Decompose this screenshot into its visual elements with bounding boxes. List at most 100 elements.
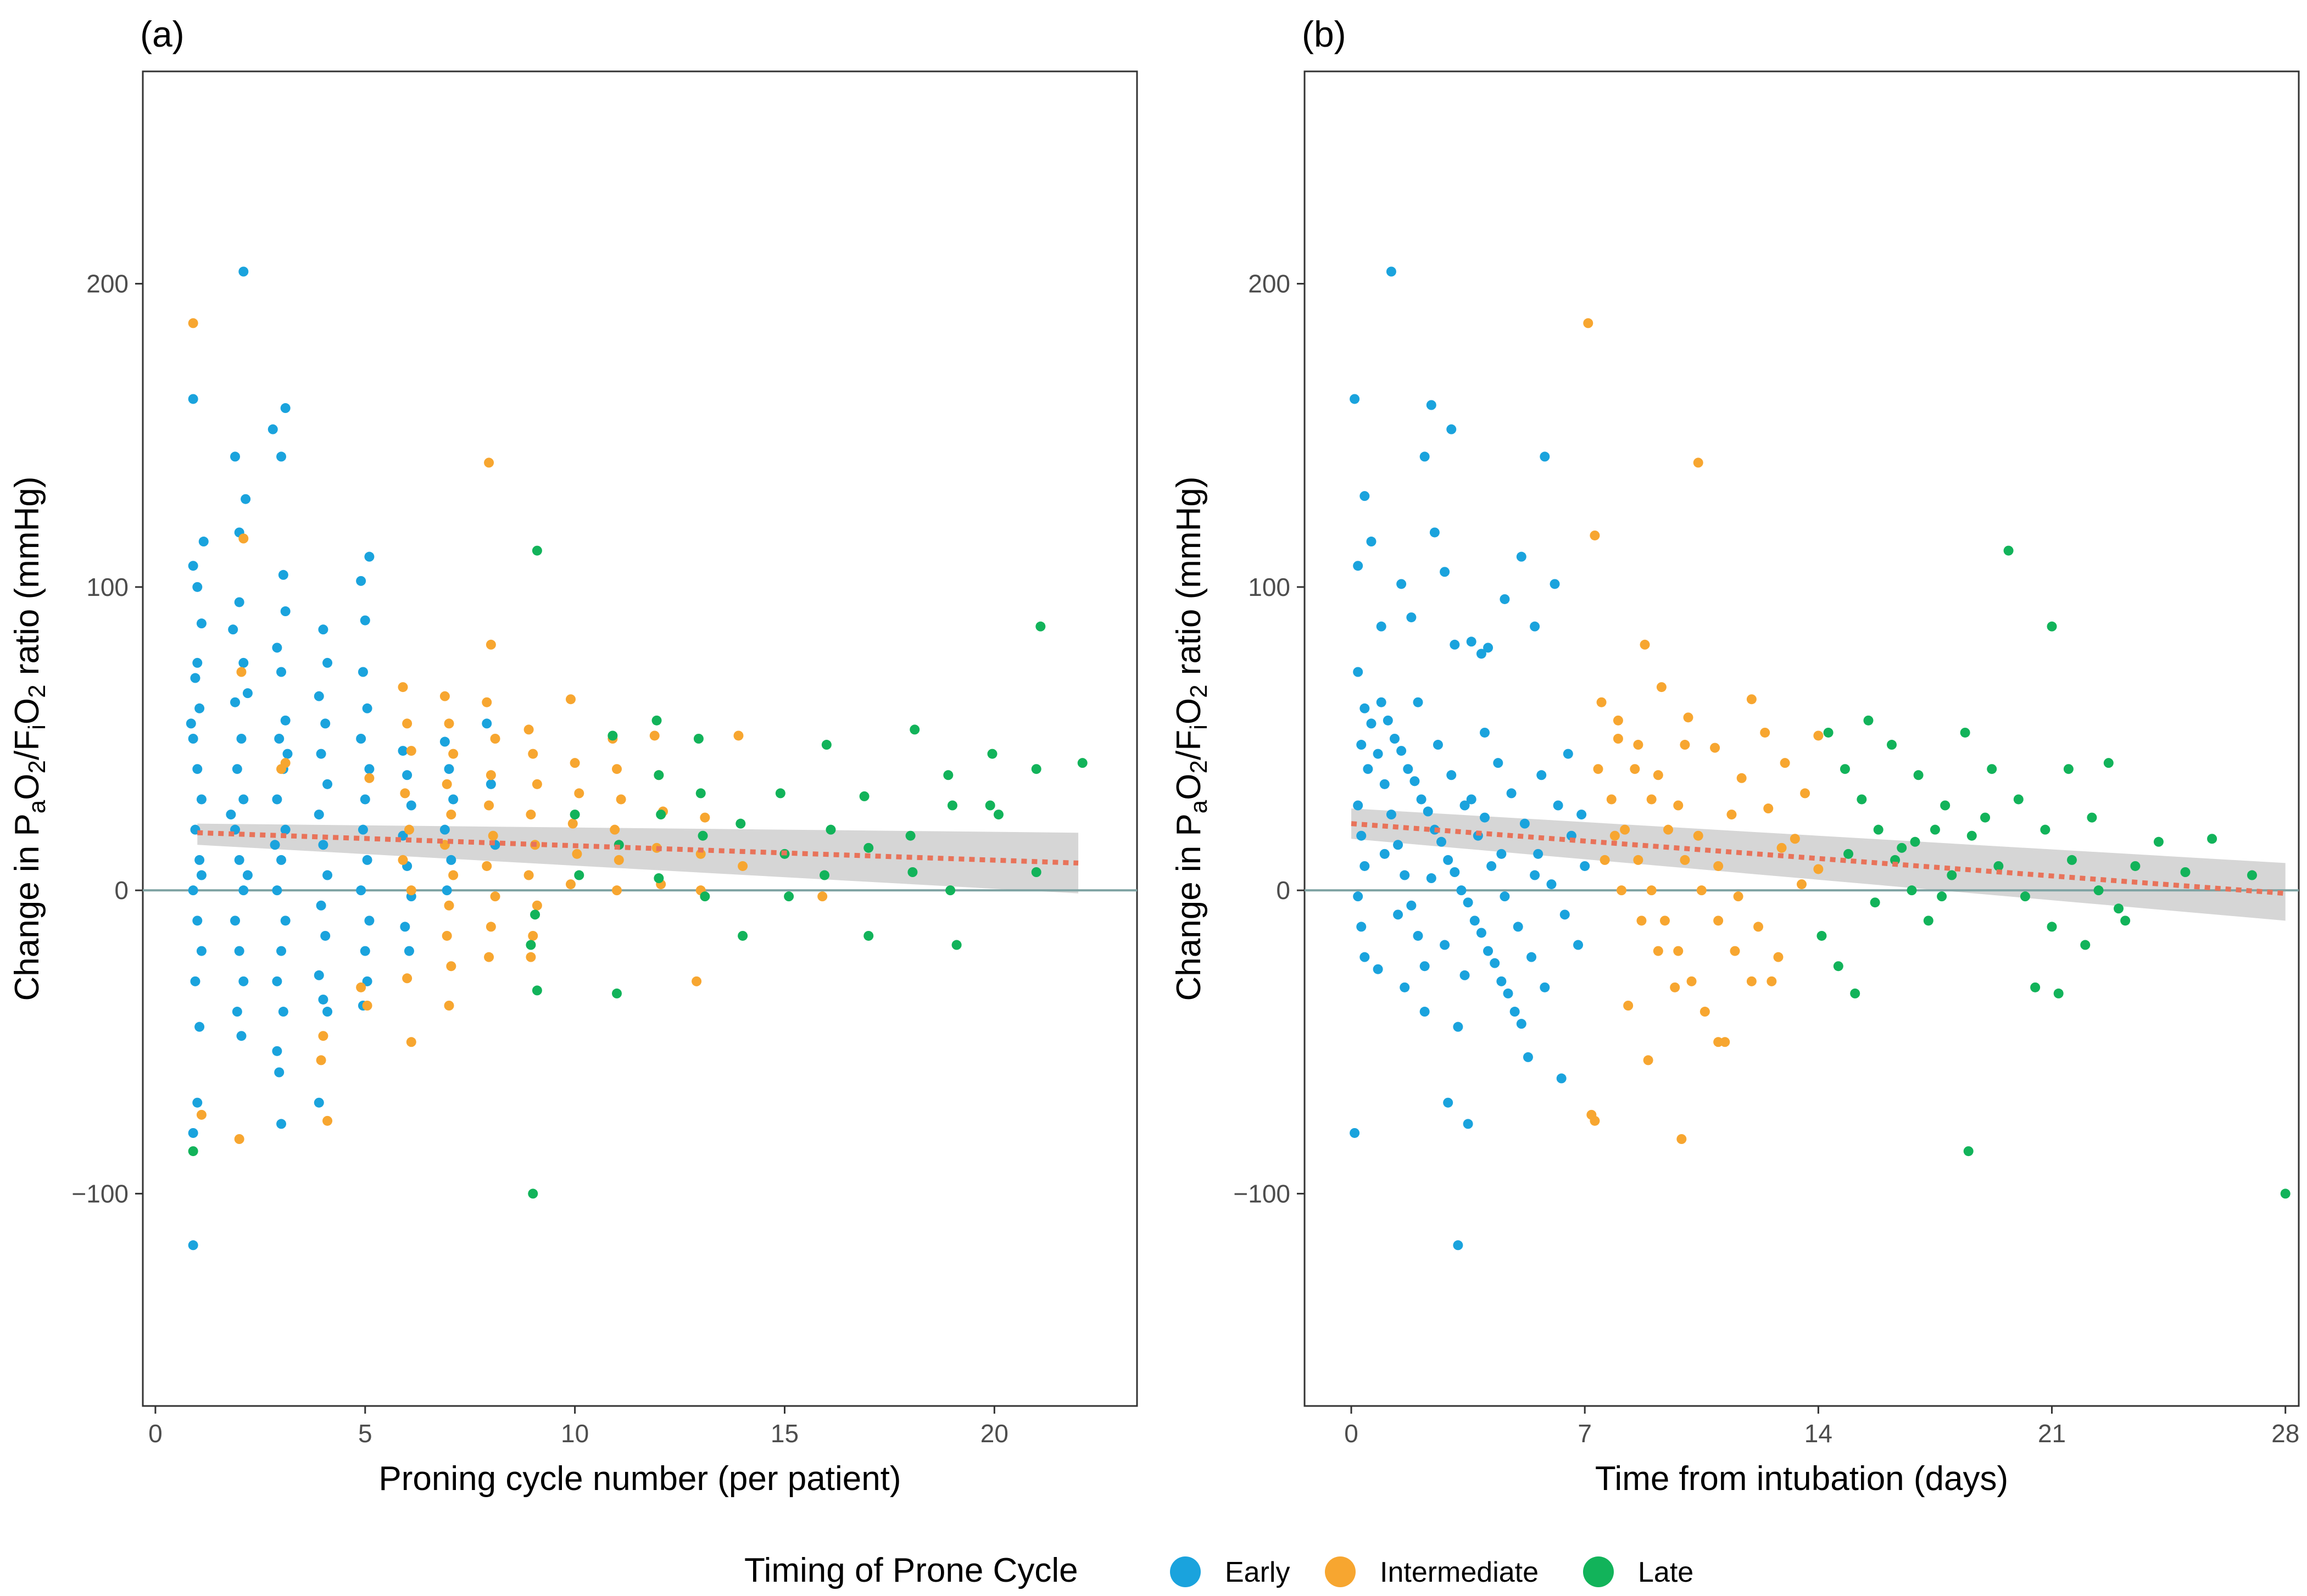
data-point — [444, 1001, 454, 1011]
data-point — [486, 922, 496, 932]
data-point — [1736, 773, 1747, 783]
data-point — [1356, 922, 1367, 932]
data-point — [1696, 885, 1707, 896]
x-tick-label: 15 — [771, 1419, 799, 1448]
data-point — [446, 810, 456, 820]
panel-a-y-ticks: −100 0 100 200 — [71, 270, 143, 1208]
data-point — [276, 451, 287, 462]
data-point — [1350, 394, 1360, 404]
data-point — [1396, 746, 1407, 756]
y-tick-label: 0 — [1276, 876, 1290, 905]
data-point — [314, 970, 324, 980]
ylabel-b-after: ratio (mmHg) — [1170, 477, 1208, 685]
data-point — [1363, 764, 1373, 774]
data-point — [1776, 842, 1787, 853]
data-point — [276, 1119, 287, 1129]
data-point — [1353, 667, 1363, 677]
data-point — [565, 879, 576, 890]
data-point — [2280, 1188, 2291, 1199]
data-point — [574, 788, 584, 799]
series-early — [186, 266, 500, 1251]
data-point — [2114, 903, 2124, 914]
data-point — [439, 736, 450, 747]
data-point — [567, 818, 578, 829]
data-point — [356, 576, 366, 586]
data-point — [1456, 885, 1467, 896]
data-point — [1509, 1007, 1520, 1017]
data-point — [442, 885, 452, 896]
data-point — [574, 870, 584, 880]
data-point — [1359, 861, 1370, 871]
data-point — [1843, 849, 1854, 859]
data-point — [192, 764, 203, 774]
data-point — [274, 1067, 285, 1078]
x-tick-label: 7 — [1578, 1419, 1592, 1448]
data-point — [241, 494, 251, 504]
data-point — [1937, 891, 1947, 902]
data-point — [234, 946, 244, 956]
data-point — [1840, 764, 1850, 774]
data-point — [272, 976, 282, 986]
data-point — [1713, 916, 1724, 926]
data-point — [530, 909, 540, 920]
data-point — [232, 764, 242, 774]
data-point — [278, 1007, 288, 1017]
data-point — [1483, 643, 1494, 653]
data-point — [360, 794, 370, 805]
data-point — [439, 824, 450, 835]
data-point — [446, 855, 456, 865]
data-point — [238, 657, 249, 668]
data-point — [654, 770, 664, 780]
data-point — [1450, 867, 1460, 877]
data-point — [228, 624, 238, 635]
data-point — [1773, 952, 1784, 962]
data-point — [1496, 849, 1507, 859]
data-point — [402, 770, 413, 780]
data-point — [1406, 900, 1417, 911]
data-point — [194, 855, 205, 865]
data-point — [482, 861, 492, 871]
data-point — [406, 800, 416, 811]
data-point — [1376, 697, 1386, 707]
x-tick-label: 20 — [980, 1419, 1008, 1448]
data-point — [444, 718, 454, 729]
data-point — [318, 1031, 328, 1041]
data-point — [1600, 855, 1610, 865]
data-point — [905, 830, 916, 841]
data-point — [1670, 982, 1680, 992]
data-point — [268, 424, 278, 434]
data-point — [320, 930, 331, 941]
data-point — [1790, 834, 1800, 844]
data-point — [1673, 800, 1684, 811]
data-point — [1710, 743, 1720, 753]
panel-a-trend-line — [197, 830, 1079, 866]
data-point — [1653, 946, 1663, 956]
data-point — [1873, 824, 1884, 835]
x-tick-label: 21 — [2038, 1419, 2066, 1448]
data-point — [565, 694, 576, 705]
data-point — [1479, 727, 1490, 738]
data-point — [1413, 697, 1423, 707]
data-point — [188, 561, 198, 571]
data-point — [1910, 836, 1920, 847]
data-point — [1359, 703, 1370, 713]
data-point — [1419, 451, 1430, 462]
data-point — [1913, 770, 1924, 780]
panel-b-label: (b) — [1302, 14, 1346, 54]
series-intermediate — [1583, 318, 1824, 1144]
data-point — [1463, 897, 1473, 908]
data-point — [320, 718, 331, 729]
ylabel-a-sub3: i — [24, 724, 51, 730]
data-point — [1857, 794, 1867, 805]
panel-b-y-axis-title: Change in PaO2/FiO2 ratio (mmHg) — [1170, 477, 1212, 1001]
data-point — [1350, 1128, 1360, 1138]
data-point — [276, 946, 287, 956]
data-point — [1580, 861, 1590, 871]
data-point — [192, 916, 203, 926]
data-point — [196, 794, 207, 805]
data-point — [2020, 891, 2030, 902]
data-point — [532, 779, 542, 789]
ylabel-b-sub3: i — [1185, 724, 1212, 730]
data-point — [2047, 621, 2057, 632]
data-point — [238, 976, 249, 986]
